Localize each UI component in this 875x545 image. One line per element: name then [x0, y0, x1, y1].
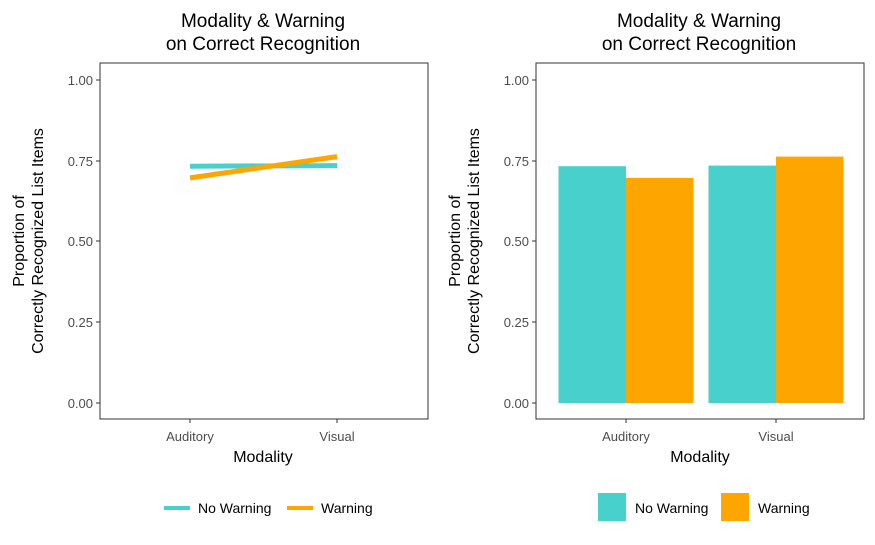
x-tick-label-visual: Visual [758, 429, 793, 444]
x-tick-label-auditory: Auditory [602, 429, 650, 444]
bar-chart-y-title-line1: Proportion of [447, 195, 464, 287]
bar-auditory-no-warning [558, 166, 626, 403]
y-tick-label: 0.75 [68, 154, 93, 169]
bar-visual-warning [776, 156, 844, 403]
y-tick-label: 0.00 [504, 396, 529, 411]
y-tick-label: 0.25 [504, 315, 529, 330]
bar-chart-title-line2: on Correct Recognition [602, 34, 796, 55]
legend-label-warning: Warning [758, 500, 810, 516]
line-chart-x-axis: Auditory Visual [166, 419, 355, 444]
bar-chart-title-line1: Modality & Warning [617, 11, 781, 32]
line-chart-title-line2: on Correct Recognition [166, 34, 360, 55]
bar-visual-no-warning [708, 165, 776, 403]
legend-key-no-warning [598, 493, 626, 521]
line-chart-title-line1: Modality & Warning [181, 11, 345, 32]
x-tick-label-auditory: Auditory [166, 429, 214, 444]
bar-series-layer [558, 156, 844, 403]
legend-label-no-warning: No Warning [198, 500, 271, 516]
bar-chart-x-title: Modality [670, 449, 730, 466]
y-tick-label: 0.75 [504, 154, 529, 169]
bar-chart-y-axis: 0.00 0.25 0.50 0.75 1.00 [504, 73, 536, 411]
line-chart-y-title-line2: Correctly Recognized List Items [30, 128, 47, 354]
line-chart-y-title-line1: Proportion of [11, 195, 28, 287]
bar-chart-legend: No Warning Warning [598, 493, 810, 521]
bar-chart-y-title-line2: Correctly Recognized List Items [466, 128, 483, 354]
bar-auditory-warning [626, 177, 694, 403]
line-chart: Modality & Warning on Correct Recognitio… [11, 11, 429, 516]
bar-chart-x-axis: Auditory Visual [602, 419, 794, 444]
y-tick-label: 1.00 [68, 73, 93, 88]
line-chart-y-axis: 0.00 0.25 0.50 0.75 1.00 [68, 73, 100, 411]
y-tick-label: 0.00 [68, 396, 93, 411]
series-line-warning [189, 154, 338, 181]
legend-key-warning [721, 493, 749, 521]
y-tick-label: 0.25 [68, 315, 93, 330]
legend-label-warning: Warning [321, 500, 373, 516]
line-series-layer [189, 154, 338, 181]
y-tick-label: 0.50 [68, 234, 93, 249]
y-tick-label: 1.00 [504, 73, 529, 88]
y-tick-label: 0.50 [504, 234, 529, 249]
legend-label-no-warning: No Warning [635, 500, 708, 516]
x-tick-label-visual: Visual [319, 429, 354, 444]
line-chart-panel [99, 62, 429, 420]
bar-chart: Modality & Warning on Correct Recognitio… [447, 11, 865, 521]
line-chart-x-title: Modality [233, 449, 293, 466]
line-chart-legend: No Warning Warning [164, 500, 373, 516]
